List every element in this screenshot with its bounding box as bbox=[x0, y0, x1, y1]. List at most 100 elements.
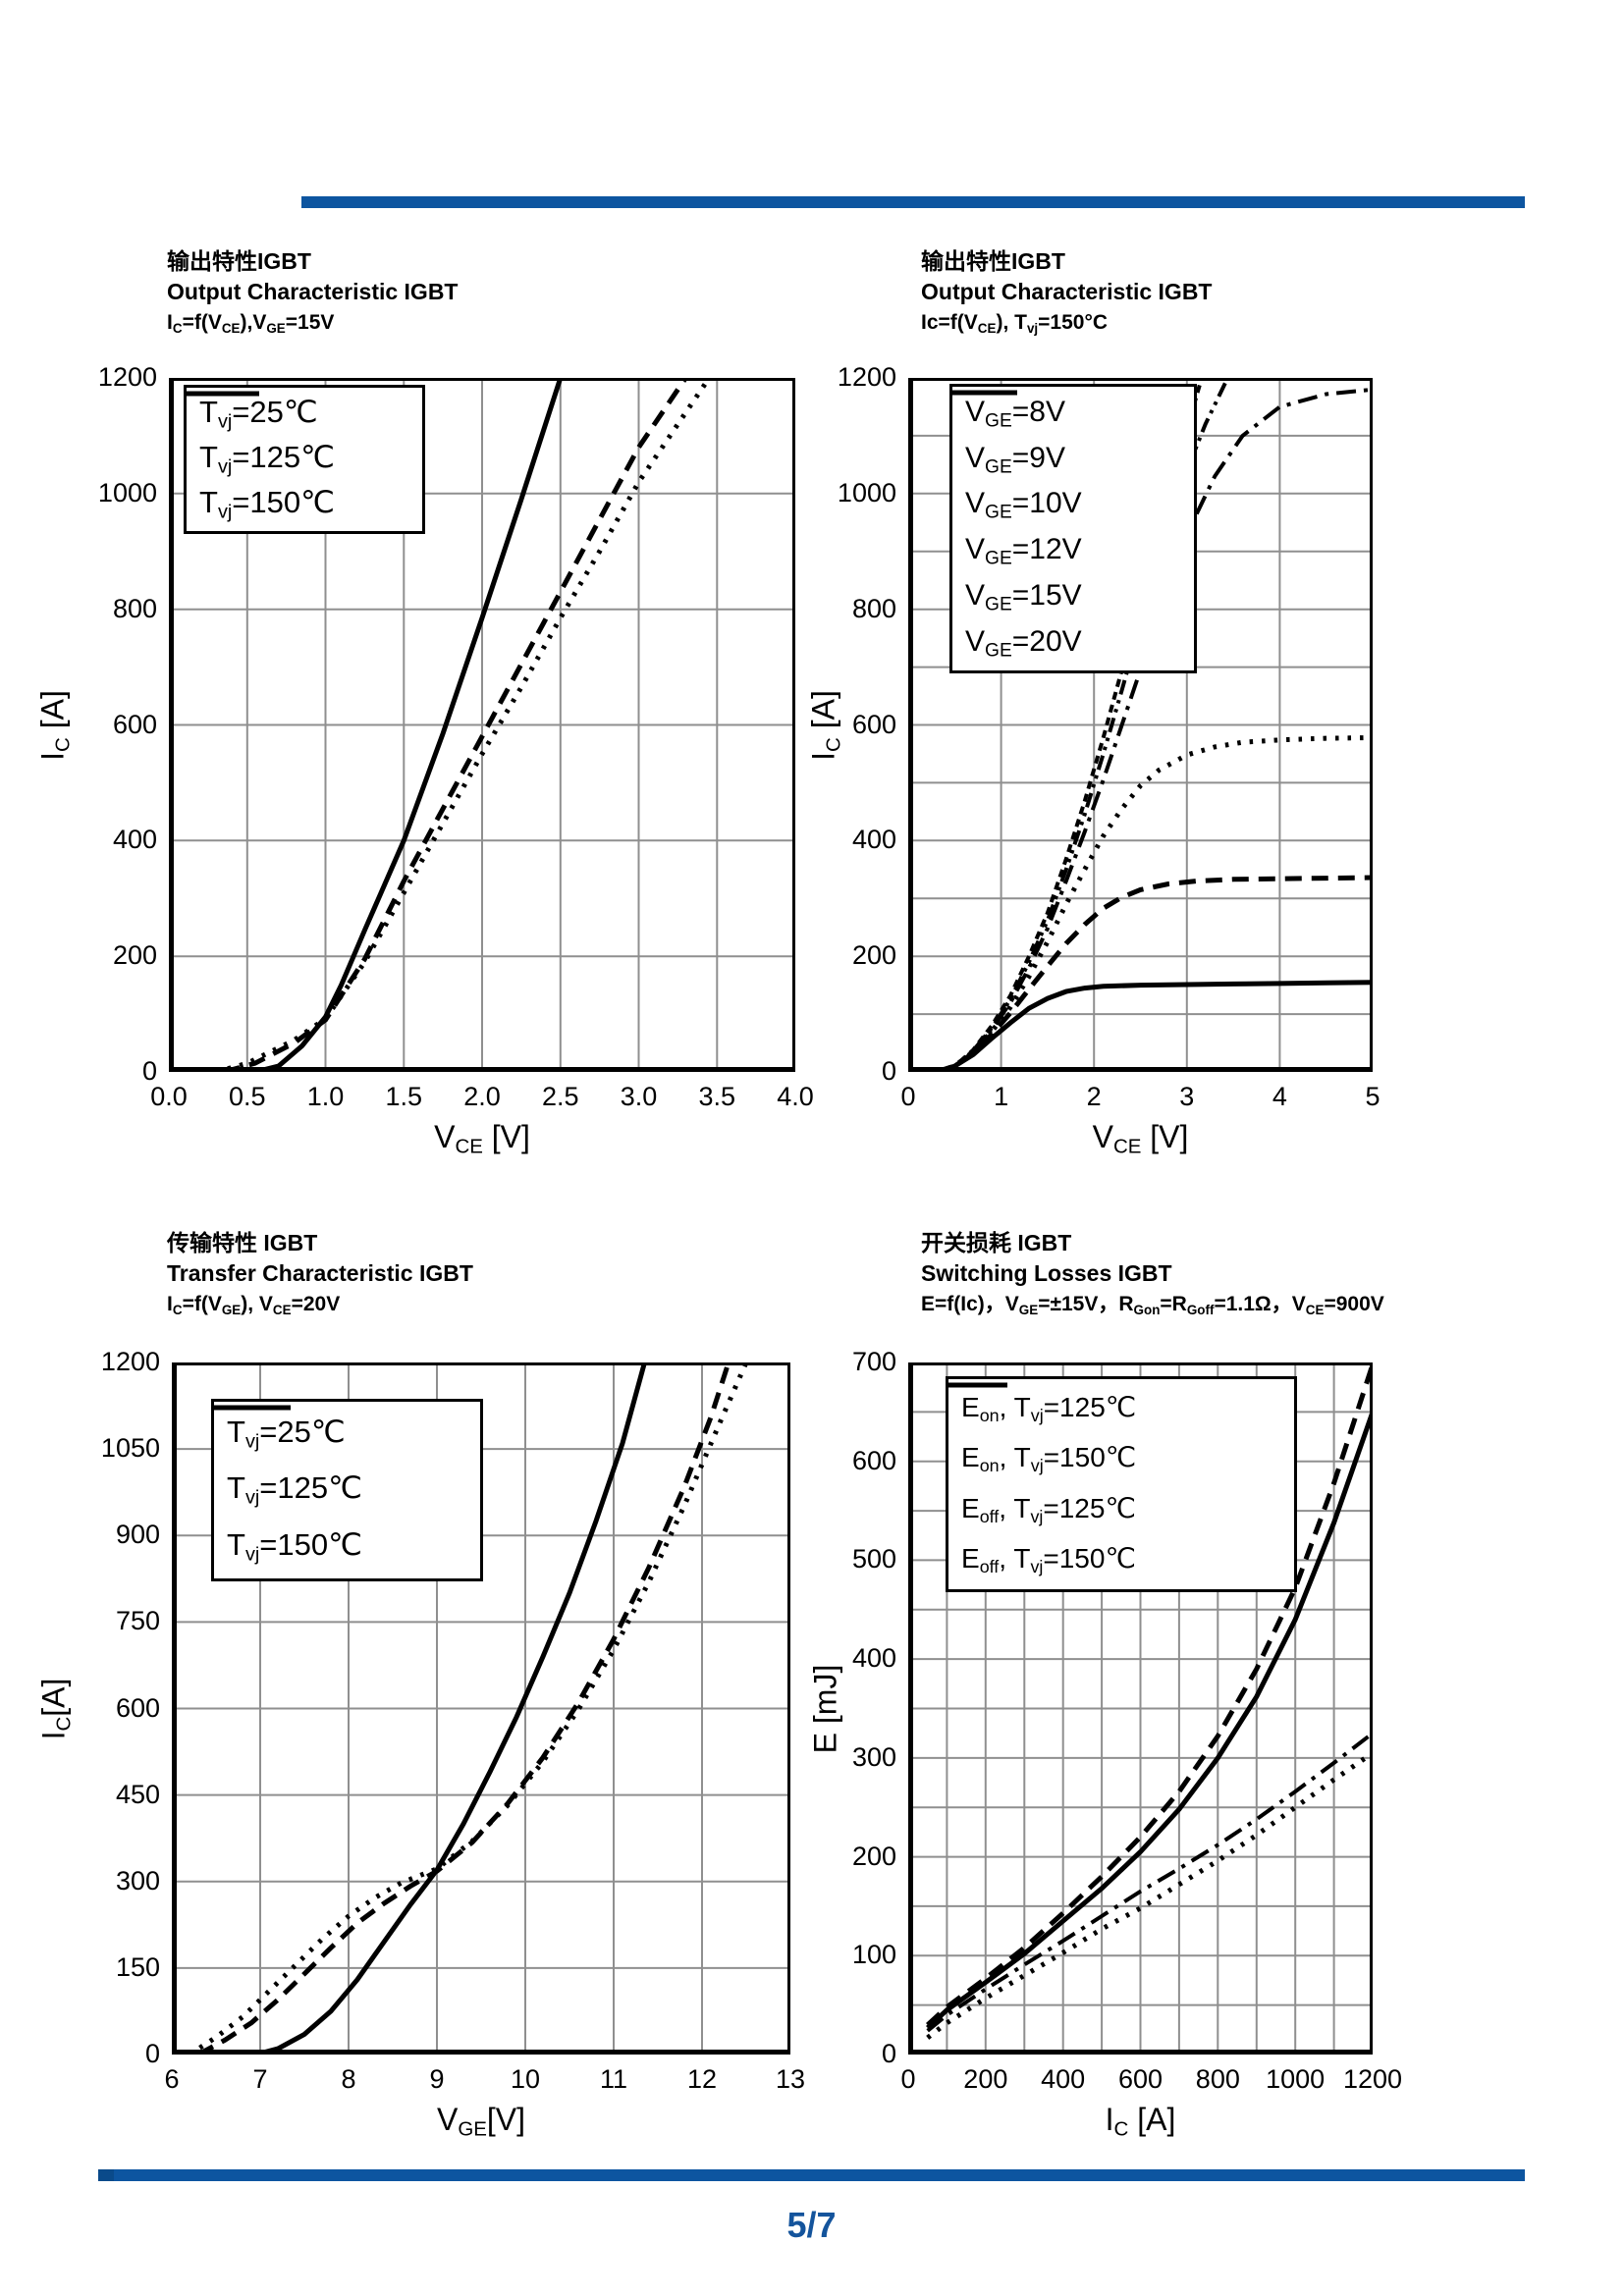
legend-line-sample bbox=[214, 1405, 291, 1411]
y-tick-label: 600 bbox=[115, 1692, 160, 1723]
y-tick-label: 200 bbox=[112, 940, 157, 971]
subscript: GE bbox=[266, 320, 286, 336]
x-axis-label: VGE[V] bbox=[436, 2102, 526, 2141]
x-tick-label: 200 bbox=[963, 2064, 1008, 2094]
y-tick-label: 400 bbox=[112, 825, 157, 855]
legend-row: Eon, Tvj=125℃ bbox=[948, 1382, 1294, 1426]
legend-row: VGE=12V bbox=[952, 391, 1194, 569]
legend-line-sample bbox=[187, 391, 259, 397]
title-condition: IC=f(VGE), VCE=20V bbox=[167, 1293, 341, 1317]
title-en: Switching Losses IGBT bbox=[921, 1260, 1172, 1286]
subscript: GE bbox=[985, 502, 1012, 523]
subscript: GE bbox=[1018, 1302, 1039, 1317]
footer-rule bbox=[98, 2169, 1525, 2181]
x-tick-label: 0 bbox=[900, 1082, 916, 1111]
y-tick-label: 750 bbox=[115, 1606, 160, 1636]
subscript: vj bbox=[244, 1430, 260, 1453]
y-tick-label: 1200 bbox=[837, 362, 896, 392]
x-tick-label: 1.5 bbox=[385, 1082, 423, 1111]
y-tick-label: 0 bbox=[141, 1056, 157, 1086]
subscript: GE bbox=[221, 1302, 242, 1317]
y-tick-label: 700 bbox=[851, 1347, 896, 1376]
legend-label: Tvj=125℃ bbox=[199, 440, 335, 478]
subscript: vj bbox=[1030, 1557, 1044, 1577]
legend-row: Eoff, Tvj=150℃ bbox=[948, 1383, 1294, 1577]
subscript: C bbox=[172, 320, 183, 336]
chart-output-characteristic-vge15: 0.0 0.5 1.0 1.5 2.0 2.5 3.0 3.5 4.0 0 200 400 600 800… bbox=[35, 362, 814, 1158]
x-tick-label: 2 bbox=[1086, 1082, 1102, 1111]
subscript: Gon bbox=[1133, 1302, 1161, 1317]
subscript: GE bbox=[985, 640, 1012, 662]
legend-row: VGE=10V bbox=[952, 390, 1194, 523]
legend-label: Tvj=150℃ bbox=[199, 485, 335, 523]
subscript: GE bbox=[985, 594, 1012, 615]
subscript: C bbox=[822, 736, 845, 752]
legend-switching-losses: Eon, Tvj=125℃ Eon, Tvj=150℃ Eoff, Tvj=125℃… bbox=[946, 1376, 1297, 1592]
y-tick-label: 600 bbox=[112, 709, 157, 739]
title-condition: Ic=f(VCE), Tvj=150°C bbox=[921, 311, 1109, 336]
x-tick-label: 4 bbox=[1272, 1082, 1287, 1111]
subscript: GE bbox=[985, 548, 1012, 569]
legend-label: VGE=8V bbox=[965, 395, 1065, 432]
x-tick-label: 2.0 bbox=[463, 1082, 501, 1111]
legend-label: Eon, Tvj=150℃ bbox=[961, 1442, 1137, 1476]
title-en: Transfer Characteristic IGBT bbox=[167, 1260, 473, 1286]
legend-label: VGE=10V bbox=[965, 487, 1082, 523]
x-tick-label: 400 bbox=[1041, 2064, 1086, 2094]
subscript: CE bbox=[272, 1302, 292, 1317]
y-axis-label: IC [A] bbox=[34, 689, 75, 761]
x-axis-label: VCE [V] bbox=[1092, 1119, 1189, 1158]
title-zh: 传输特性 IGBT bbox=[167, 1230, 318, 1255]
x-axis-label: IC [A] bbox=[1105, 2102, 1176, 2141]
x-tick-label: 1200 bbox=[1342, 2064, 1403, 2094]
x-tick-label: 0 bbox=[900, 2064, 916, 2094]
legend-label: Tvj=150℃ bbox=[227, 1526, 362, 1566]
legend-row: Tvj=125℃ bbox=[214, 1405, 480, 1510]
subscript: C bbox=[52, 1716, 76, 1732]
legend-row: Tvj=150℃ bbox=[214, 1405, 480, 1567]
subscript: vj bbox=[217, 501, 233, 523]
legend-transfer-characteristic: Tvj=25℃ Tvj=125℃ Tvj=150℃ bbox=[211, 1399, 483, 1581]
top-rule bbox=[301, 196, 1525, 208]
x-tick-label: 4.0 bbox=[777, 1082, 814, 1111]
x-tick-label: 1.0 bbox=[306, 1082, 345, 1111]
subscript: GE bbox=[985, 410, 1012, 432]
x-tick-label: 600 bbox=[1117, 2064, 1164, 2094]
curve-VGE=10V bbox=[935, 735, 1373, 1072]
legend-line-sample bbox=[948, 1383, 1007, 1387]
subscript: CE bbox=[1305, 1302, 1325, 1317]
subscript: vj bbox=[1030, 1405, 1044, 1425]
x-tick-label: 2.5 bbox=[541, 1082, 579, 1111]
y-tick-label: 100 bbox=[851, 1940, 896, 1970]
x-tick-label: 7 bbox=[252, 2064, 268, 2094]
y-tick-label: 300 bbox=[851, 1741, 896, 1772]
subscript: off bbox=[979, 1506, 1000, 1526]
x-tick-label: 8 bbox=[341, 2064, 356, 2094]
curve-Eoff Tvj=125C bbox=[926, 1750, 1373, 2040]
legend-label: Tvj=25℃ bbox=[199, 395, 318, 433]
legend-label: VGE=12V bbox=[965, 533, 1082, 569]
y-tick-label: 500 bbox=[851, 1544, 896, 1575]
y-tick-label: 150 bbox=[115, 1951, 160, 1982]
x-tick-label: 800 bbox=[1195, 2064, 1240, 2094]
y-tick-label: 900 bbox=[115, 1520, 160, 1550]
legend-row: VGE=9V bbox=[952, 390, 1194, 478]
subscript: vj bbox=[244, 1486, 260, 1509]
y-tick-label: 600 bbox=[851, 709, 896, 739]
y-tick-label: 400 bbox=[851, 825, 896, 855]
legend-row: Eon, Tvj=150℃ bbox=[948, 1382, 1294, 1476]
legend-row: VGE=15V bbox=[952, 391, 1194, 615]
legend-row: Eoff, Tvj=125℃ bbox=[948, 1382, 1294, 1527]
subscript: vj bbox=[1030, 1506, 1044, 1526]
x-tick-label: 5 bbox=[1365, 1082, 1380, 1111]
curve-Tvj=25C bbox=[254, 378, 564, 1072]
subscript: vj bbox=[217, 455, 233, 478]
curve-Eoff Tvj=150C bbox=[926, 1732, 1373, 2033]
subscript: GE bbox=[985, 455, 1012, 477]
x-tick-label: 12 bbox=[686, 2064, 718, 2094]
x-tick-label: 3.5 bbox=[698, 1082, 736, 1111]
y-axis-label: IC[A] bbox=[35, 1678, 76, 1739]
title-zh: 输出特性IGBT bbox=[921, 248, 1065, 274]
legend-row: Tvj=25℃ bbox=[214, 1405, 480, 1454]
x-tick-label: 1 bbox=[994, 1082, 1009, 1111]
